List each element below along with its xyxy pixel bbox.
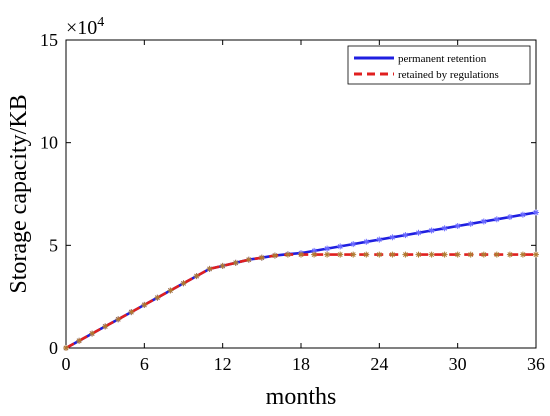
data-point [128, 309, 135, 316]
data-point [519, 251, 526, 258]
data-point [298, 251, 304, 258]
data-point [141, 301, 148, 308]
data-point [206, 265, 213, 272]
y-tick-label: 5 [49, 235, 58, 255]
data-point [115, 316, 122, 323]
data-point [324, 251, 331, 258]
y-tick-label: 0 [49, 338, 58, 358]
y-exponent-label: ×104 [66, 15, 104, 39]
x-tick-label: 18 [292, 354, 310, 374]
data-point [350, 251, 357, 258]
y-axis-label: Storage capacity/KB [6, 94, 32, 293]
data-point [363, 251, 370, 258]
data-point [376, 236, 383, 243]
data-point [402, 251, 409, 258]
y-exponent-power: 4 [97, 15, 104, 30]
data-point [441, 251, 448, 258]
data-point [493, 216, 500, 223]
data-point [350, 241, 357, 248]
data-point [441, 225, 448, 232]
data-point [102, 323, 109, 330]
data-point [76, 337, 83, 344]
x-tick-label: 6 [140, 354, 149, 374]
x-tick-label: 30 [449, 354, 467, 374]
x-axis-label: months [266, 384, 337, 410]
data-point [467, 251, 474, 258]
data-point [519, 211, 526, 218]
data-point [389, 251, 396, 258]
data-point [311, 251, 318, 258]
data-point [415, 229, 422, 236]
data-point [180, 280, 187, 287]
data-point [480, 251, 487, 258]
data-point [337, 243, 344, 250]
data-point [506, 251, 513, 258]
data-point [428, 251, 435, 258]
data-point [271, 252, 278, 259]
data-point [63, 345, 69, 351]
legend-box [347, 45, 531, 85]
x-tick-label: 24 [370, 354, 388, 374]
data-point [454, 223, 461, 229]
data-point [415, 251, 422, 258]
data-point [154, 294, 161, 301]
data-point [363, 238, 370, 245]
data-point [284, 251, 291, 258]
data-point [219, 262, 226, 269]
y-tick-label: 10 [40, 133, 58, 153]
data-point [232, 259, 239, 266]
data-point [89, 330, 96, 337]
axis-ticks: 0 6 12 18 24 30 36 0 5 10 15 [40, 30, 545, 374]
data-point [533, 209, 539, 216]
data-point [337, 251, 344, 258]
plot-area [65, 39, 537, 349]
data-point [480, 218, 487, 225]
x-tick-label: 36 [527, 354, 545, 374]
series-layer [63, 209, 539, 351]
legend-label-permanent: permanent retention [398, 53, 487, 65]
data-point [389, 234, 396, 241]
data-point [245, 256, 252, 263]
y-tick-label: 15 [40, 30, 58, 50]
data-point [193, 273, 200, 280]
data-point [467, 220, 474, 227]
data-point [428, 227, 435, 234]
data-point [376, 251, 383, 258]
legend: permanent retention retained by regulati… [347, 45, 531, 85]
x-tick-label: 0 [62, 354, 71, 374]
data-point [167, 287, 174, 294]
data-point [506, 214, 513, 220]
data-point [258, 254, 265, 261]
legend-label-regulations: retained by regulations [398, 69, 499, 81]
data-point [454, 251, 461, 258]
x-tick-label: 12 [214, 354, 232, 374]
data-point [324, 245, 331, 252]
series-1 [63, 251, 539, 351]
data-point [533, 251, 539, 258]
data-point [493, 251, 500, 258]
data-point [402, 232, 409, 239]
